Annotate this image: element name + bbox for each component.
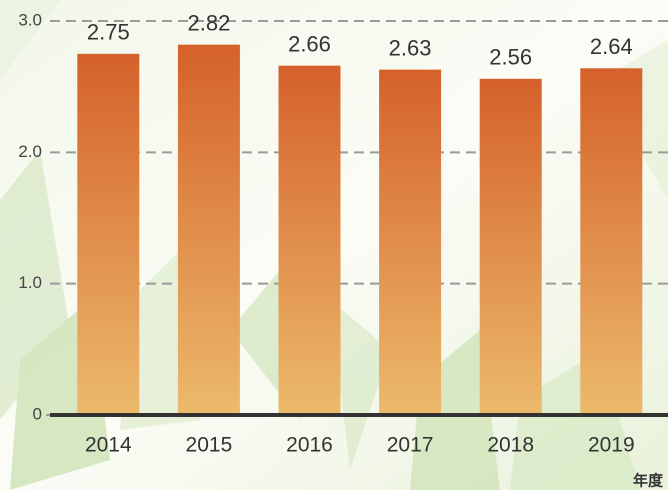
data-label: 2.66 bbox=[288, 31, 331, 56]
bar bbox=[479, 78, 542, 415]
data-label: 2.75 bbox=[87, 20, 130, 45]
bar bbox=[278, 65, 341, 416]
bar bbox=[580, 68, 643, 415]
x-axis-label: 年度 bbox=[633, 472, 664, 490]
x-tick-label: 2016 bbox=[286, 434, 333, 457]
plot-area: 0 1.0 2.0 3.0 2.75 2014 2.82 2015 2.66 2016 2.63 20… bbox=[18, 10, 668, 457]
x-tick-label: 2017 bbox=[387, 434, 434, 457]
data-label: 2.56 bbox=[489, 45, 532, 70]
bar bbox=[77, 53, 140, 415]
y-tick-label: 0 bbox=[33, 404, 42, 423]
x-tick-label: 2014 bbox=[85, 434, 132, 457]
x-tick-label: 2018 bbox=[487, 434, 534, 457]
data-label: 2.63 bbox=[389, 35, 432, 60]
y-tick-label: 2.0 bbox=[18, 142, 42, 161]
y-tick-label: 3.0 bbox=[18, 10, 42, 29]
data-label: 2.64 bbox=[590, 34, 633, 59]
bar bbox=[177, 44, 240, 415]
data-label: 2.82 bbox=[187, 10, 230, 35]
x-tick-label: 2019 bbox=[588, 434, 635, 457]
bar bbox=[379, 69, 442, 416]
y-tick-label: 1.0 bbox=[18, 273, 42, 292]
x-tick-label: 2015 bbox=[186, 434, 233, 457]
